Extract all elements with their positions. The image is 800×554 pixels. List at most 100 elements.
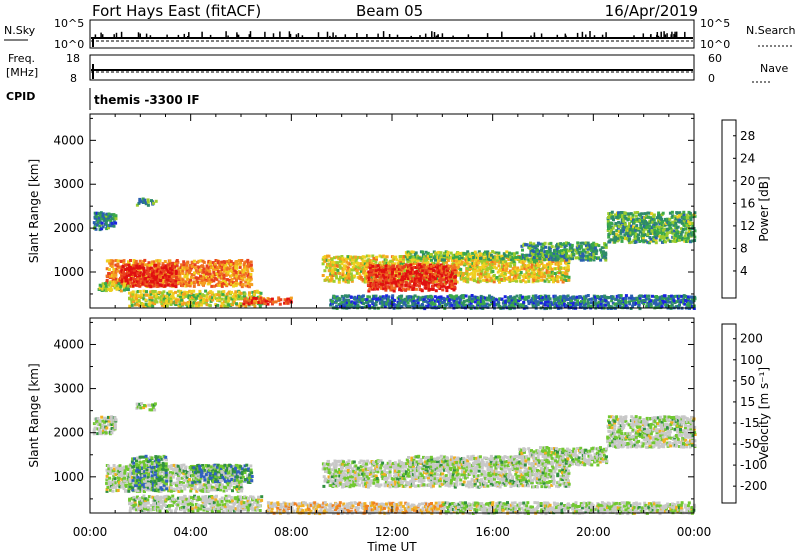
data-cell [360,300,364,304]
data-cell [371,264,375,268]
data-cell [489,264,493,268]
data-cell [155,300,159,304]
freq-panel: Freq. [MHz] 18 8 60 0 Nave [6,52,788,85]
data-cell [212,265,216,269]
data-cell [153,290,157,293]
data-cell [501,268,505,271]
data-cell [644,220,647,224]
data-cell [581,258,585,262]
data-cell [244,280,248,284]
data-cell [568,249,572,253]
data-cell [418,272,422,276]
data-cell [658,238,662,242]
data-cell [437,250,441,254]
data-cell [205,264,209,268]
data-cell [382,287,386,291]
data-cell [549,267,553,270]
data-cell [392,264,396,268]
data-cell [130,271,133,275]
data-cell [641,220,644,223]
data-cell [391,267,395,271]
data-cell [117,287,121,291]
data-cell [385,270,389,274]
data-cell [169,298,173,302]
data-cell [552,278,556,282]
data-cell [446,267,450,271]
data-cell [424,283,428,287]
data-cell [625,228,629,232]
data-cell [142,272,146,276]
data-cell [177,270,181,274]
data-cell [347,261,351,265]
data-cell [235,270,239,274]
data-cell [409,273,413,277]
data-cell [178,292,182,296]
data-cell [364,259,367,263]
data-cell [195,277,199,281]
data-cell [572,248,576,252]
data-cell [536,244,539,248]
data-cell [161,275,165,279]
data-cell [679,232,683,236]
data-cell [471,261,475,265]
data-cell [661,228,665,232]
data-cell [403,277,407,281]
data-cell [687,220,691,224]
data-cell [536,269,540,272]
data-cell [345,260,349,264]
data-cell [504,260,508,264]
data-cell [639,225,643,229]
data-cell [135,298,139,302]
data-cell [665,236,669,240]
data-cell [441,288,445,292]
data-cell [263,302,267,306]
data-cell [131,284,135,288]
data-cell [325,276,329,280]
data-cell [625,236,629,240]
data-cell [336,264,339,268]
data-cell [208,269,212,273]
data-cell [143,198,147,202]
data-cell [516,273,520,277]
data-cell [108,476,112,480]
data-cell [139,296,143,299]
data-cell [266,302,270,306]
data-cell [405,283,409,287]
data-cell [629,240,633,244]
data-cell [415,283,419,287]
data-cell [383,261,387,265]
data-cell [134,283,138,287]
data-cell [227,296,231,300]
data-cell [142,289,146,293]
data-cell [693,214,697,218]
data-cell [457,251,460,255]
data-cell [212,284,216,288]
data-cell [641,227,645,231]
data-cell [129,277,133,280]
date-title: 16/Apr/2019 [605,2,698,20]
data-cell [657,213,660,217]
data-cell [141,276,145,280]
data-cell [105,279,109,282]
data-cell [142,267,146,270]
data-cell [107,212,111,216]
data-cell [144,276,148,280]
data-cell [163,260,167,263]
data-cell [185,291,189,294]
data-cell [505,262,509,266]
data-cell [672,223,676,227]
data-cell [331,268,335,272]
data-cell [624,237,627,241]
data-cell [495,276,499,279]
data-cell [599,248,603,252]
data-cell [676,230,680,234]
data-cell [365,261,369,265]
data-cell [611,226,615,230]
data-cell [590,255,594,259]
data-cell [277,299,281,302]
data-cell [124,268,127,272]
data-cell [527,272,531,276]
data-cell [683,236,687,240]
data-cell [642,240,646,244]
data-cell [526,274,530,278]
